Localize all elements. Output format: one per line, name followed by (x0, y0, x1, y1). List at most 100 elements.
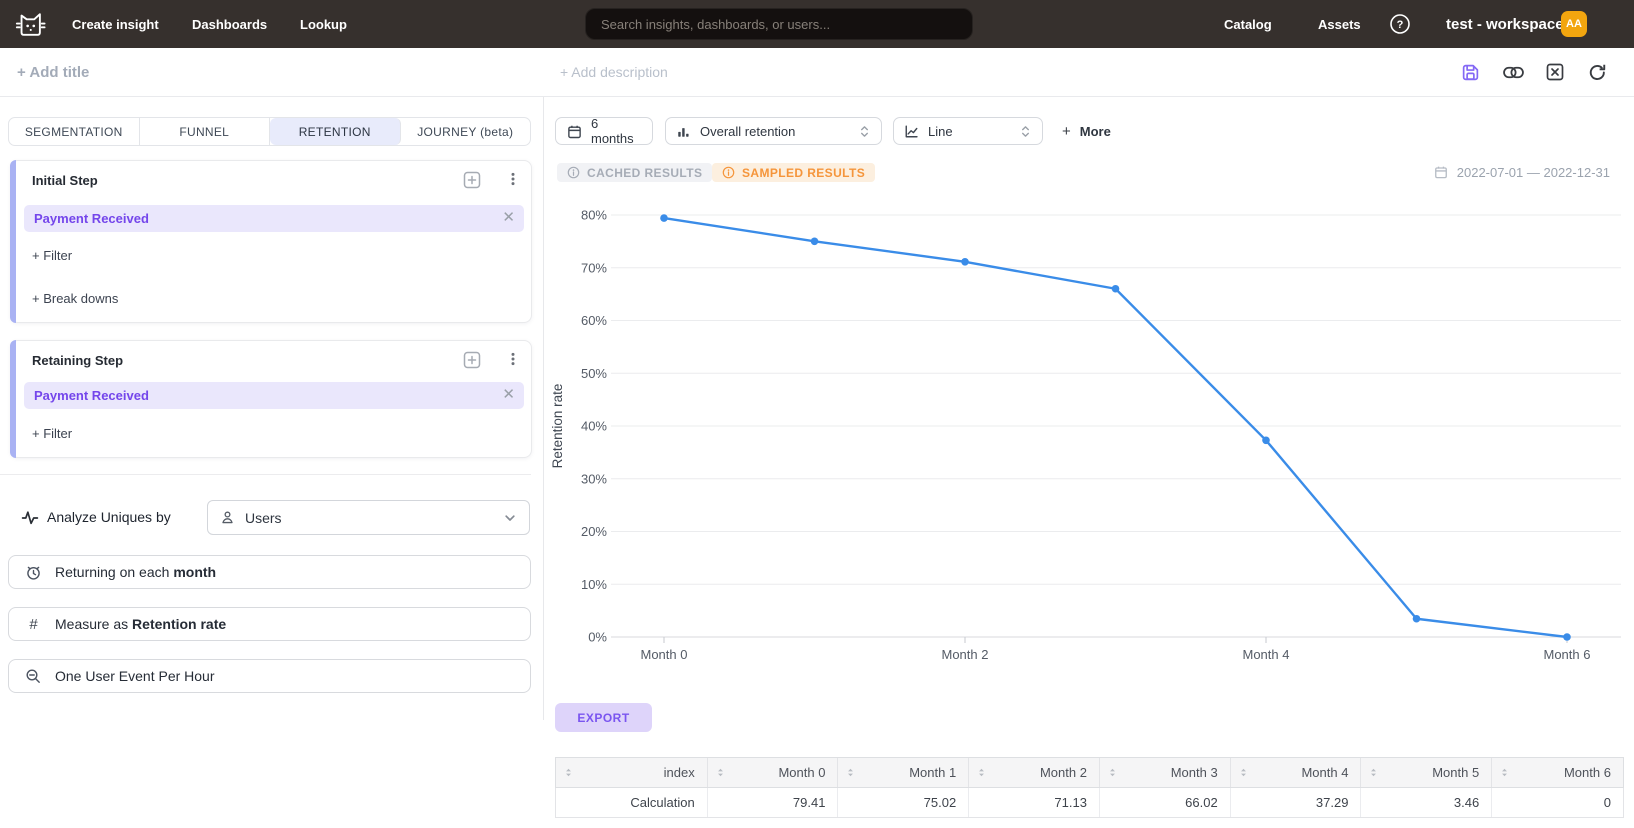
search-input[interactable] (585, 8, 973, 40)
svg-text:30%: 30% (581, 471, 607, 486)
column-header-month2[interactable]: Month 2 (969, 758, 1100, 787)
event-chip[interactable]: Payment Received ✕ (24, 382, 524, 409)
column-header-index[interactable]: index (556, 758, 708, 787)
insight-type-tabs: SEGMENTATION FUNNEL RETENTION JOURNEY (b… (8, 117, 531, 146)
analyze-uniques-label: Analyze Uniques by (47, 509, 171, 525)
close-icon[interactable]: ✕ (502, 209, 515, 226)
add-filter-link[interactable]: + Filter (32, 248, 73, 263)
event-chip-label: Payment Received (34, 388, 149, 403)
returning-period-option[interactable]: Returning on each month (8, 555, 531, 589)
top-navbar: Create insight Dashboards Lookup Catalog… (0, 0, 1634, 48)
results-panel: 6 months Overall retention (545, 97, 1634, 828)
info-icon (722, 166, 735, 179)
kebab-menu-icon[interactable] (505, 171, 523, 189)
svg-text:Month 4: Month 4 (1243, 647, 1290, 662)
results-table: index Month 0 Month 1 Month 2 Month 3 Mo… (555, 757, 1624, 818)
add-description-field[interactable]: + Add description (560, 64, 668, 80)
avatar[interactable]: AA (1561, 11, 1587, 37)
help-icon[interactable]: ? (1389, 13, 1411, 35)
nav-assets[interactable]: Assets (1318, 16, 1361, 32)
retention-type-select[interactable]: Overall retention (665, 117, 882, 145)
export-button[interactable]: EXPORT (555, 703, 652, 732)
cached-results-badge: CACHED RESULTS (557, 163, 713, 182)
cell-month6: 0 (1603, 795, 1611, 810)
table-row: Calculation 79.41 75.02 71.13 66.02 37.2… (555, 788, 1624, 818)
table-header-row: index Month 0 Month 1 Month 2 Month 3 Mo… (555, 757, 1624, 788)
column-header-month4[interactable]: Month 4 (1231, 758, 1362, 787)
dedupe-option[interactable]: One User Event Per Hour (8, 659, 531, 693)
save-icon[interactable] (1461, 63, 1480, 82)
sort-icon[interactable] (562, 766, 575, 779)
time-window-button[interactable]: 6 months (555, 116, 653, 146)
analyze-entity-value: Users (245, 509, 282, 526)
sort-icon[interactable] (844, 766, 857, 779)
updown-icon (858, 124, 871, 139)
tab-segmentation[interactable]: SEGMENTATION (9, 118, 140, 145)
column-header-month1[interactable]: Month 1 (838, 758, 970, 787)
sort-icon[interactable] (1237, 766, 1250, 779)
nav-create-insight[interactable]: Create insight (72, 16, 159, 32)
svg-text:10%: 10% (581, 577, 607, 592)
cat-logo-icon[interactable] (14, 10, 46, 39)
nav-catalog[interactable]: Catalog (1224, 16, 1272, 32)
close-square-icon[interactable] (1546, 63, 1565, 82)
sidebar-divider (0, 474, 531, 475)
waveform-icon (21, 509, 39, 526)
refresh-icon[interactable] (1588, 63, 1607, 82)
more-options-button[interactable]: + More (1062, 122, 1111, 140)
chevron-down-icon (503, 511, 517, 525)
kebab-menu-icon[interactable] (505, 351, 523, 369)
tab-retention[interactable]: RETENTION (270, 118, 401, 145)
bar-chart-icon (676, 124, 691, 139)
sort-icon[interactable] (975, 766, 988, 779)
retaining-step-card: Retaining Step Payment Received ✕ + Filt… (10, 340, 532, 458)
sort-icon[interactable] (1367, 766, 1380, 779)
column-header-month0[interactable]: Month 0 (708, 758, 839, 787)
close-icon[interactable]: ✕ (502, 386, 515, 403)
nav-lookup[interactable]: Lookup (300, 16, 347, 32)
clock-icon (25, 564, 42, 581)
plus-square-icon[interactable] (463, 351, 481, 369)
plus-square-icon[interactable] (463, 171, 481, 189)
retention-type-value: Overall retention (700, 123, 796, 139)
measure-option[interactable]: # Measure as Retention rate (8, 607, 531, 641)
add-breakdowns-link[interactable]: + Break downs (32, 291, 119, 306)
hash-icon: # (29, 615, 38, 633)
sort-icon[interactable] (1106, 766, 1119, 779)
tab-funnel[interactable]: FUNNEL (140, 118, 270, 145)
initial-step-title: Initial Step (32, 173, 98, 188)
sort-icon[interactable] (714, 766, 727, 779)
returning-period-text: Returning on each month (55, 564, 217, 580)
event-chip-label: Payment Received (34, 211, 149, 226)
title-bar: + Add title + Add description (0, 48, 1634, 97)
cell-month3: 66.02 (1100, 788, 1231, 817)
analyze-entity-select[interactable]: Users (207, 500, 530, 535)
column-header-month6[interactable]: Month 6 (1492, 758, 1623, 787)
svg-text:80%: 80% (581, 208, 607, 223)
add-title-field[interactable]: + Add title (17, 63, 90, 81)
workspace-name[interactable]: test - workspace (1446, 15, 1564, 33)
event-chip[interactable]: Payment Received ✕ (24, 205, 524, 232)
nav-dashboards[interactable]: Dashboards (192, 16, 268, 32)
chart-type-select[interactable]: Line (893, 117, 1043, 145)
svg-text:0%: 0% (588, 630, 607, 645)
column-header-month3[interactable]: Month 3 (1100, 758, 1231, 787)
svg-text:70%: 70% (581, 260, 607, 275)
add-filter-link[interactable]: + Filter (32, 426, 73, 441)
calendar-icon (567, 124, 582, 139)
tab-journey[interactable]: JOURNEY (beta) (417, 124, 514, 139)
retention-chart[interactable]: 0% 10% 20% 30% 40% 50% 60% 70% 80% Retention rate… (545, 190, 1634, 725)
link-icon[interactable] (1503, 66, 1524, 85)
cell-month4: 37.29 (1231, 788, 1362, 817)
retaining-step-title: Retaining Step (32, 353, 124, 368)
sampled-results-badge: SAMPLED RESULTS (712, 163, 876, 182)
cell-month0: 79.41 (708, 788, 839, 817)
column-header-month5[interactable]: Month 5 (1361, 758, 1493, 787)
sort-icon[interactable] (1498, 766, 1511, 779)
cell-month5: 3.46 (1361, 788, 1493, 817)
cell-month2: 71.13 (969, 788, 1100, 817)
calendar-icon (1434, 165, 1448, 179)
zoom-out-icon (25, 668, 42, 685)
svg-text:40%: 40% (581, 419, 607, 434)
svg-text:Month 6: Month 6 (1544, 647, 1591, 662)
